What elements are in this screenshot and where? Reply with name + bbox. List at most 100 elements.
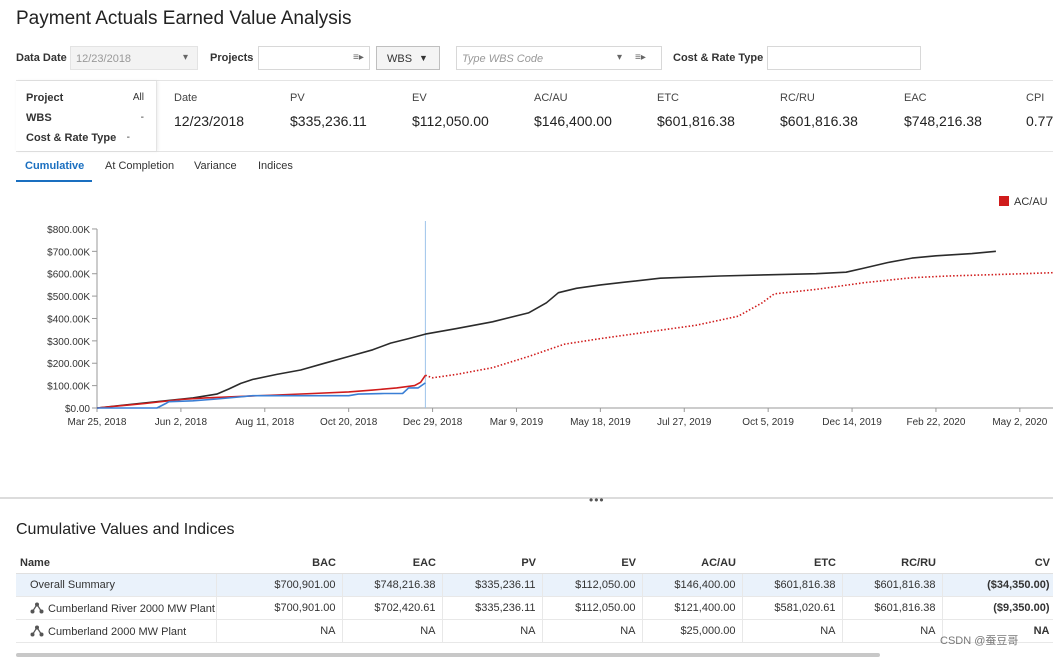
- row-name: Overall Summary: [16, 573, 217, 597]
- column-header-cv[interactable]: CV: [942, 553, 1053, 574]
- x-tick-label: May 2, 2020: [992, 417, 1047, 428]
- pane-divider[interactable]: [0, 497, 1053, 499]
- y-tick-label: $100.00K: [47, 382, 90, 393]
- row-name-cell: Cumberland River 2000 MW Plant: [16, 596, 217, 620]
- wbs-code-input[interactable]: Type WBS Code ▾ ≡▸: [456, 46, 662, 70]
- filter-picker-icon[interactable]: ≡▸: [635, 52, 646, 63]
- cell-ac: $146,400.00: [642, 573, 743, 597]
- x-tick-label: Oct 20, 2018: [320, 417, 378, 428]
- table-row[interactable]: Cumberland 2000 MW Plant NA NA NA NA $25…: [16, 619, 1053, 643]
- series-ac-forecast-line: [425, 271, 1053, 379]
- cell-cv: ($34,350.00): [942, 573, 1053, 597]
- column-header-rc[interactable]: RC/RU: [842, 553, 942, 574]
- x-tick-label: Feb 22, 2020: [906, 417, 965, 428]
- tab-at-completion[interactable]: At Completion: [105, 160, 175, 172]
- cell-ac: $25,000.00: [642, 619, 743, 643]
- cell-ev: $112,050.00: [542, 573, 643, 597]
- data-date-label: Data Date: [16, 52, 67, 64]
- series-ac-line: [96, 374, 427, 409]
- tab-variance[interactable]: Variance: [194, 160, 237, 172]
- tab-cumulative[interactable]: Cumulative: [25, 160, 85, 172]
- column-header-eac[interactable]: EAC: [342, 553, 442, 574]
- cell-cv: ($9,350.00): [942, 596, 1053, 620]
- metric-label: RC/RU: [780, 92, 815, 104]
- series-pv-line: [96, 250, 996, 409]
- data-date-field[interactable]: 12/23/2018 ▾: [70, 46, 198, 70]
- y-tick-label: $300.00K: [47, 337, 90, 348]
- resize-grip-icon[interactable]: •••: [589, 493, 605, 507]
- cell-pv: $335,236.11: [442, 573, 543, 597]
- metric-value: $146,400.00: [534, 113, 612, 129]
- values-table: Name BAC EAC PV EV AC/AU ETC RC/RU CV Ov…: [16, 553, 1053, 643]
- cell-etc: NA: [742, 619, 843, 643]
- tab-indices[interactable]: Indices: [258, 160, 293, 172]
- chevron-down-icon: ▼: [419, 53, 428, 63]
- projects-label: Projects: [210, 52, 254, 64]
- cell-eac: NA: [342, 619, 443, 643]
- summary-strip: Project All WBS - Cost & Rate Type - Dat…: [16, 80, 1053, 152]
- cell-bac: NA: [216, 619, 343, 643]
- y-tick-label: $700.00K: [47, 247, 90, 258]
- table-row[interactable]: Cumberland River 2000 MW Plant $700,901.…: [16, 596, 1053, 620]
- page-title: Payment Actuals Earned Value Analysis: [16, 8, 352, 29]
- x-tick-label: Mar 25, 2018: [68, 417, 127, 428]
- horizontal-scrollbar[interactable]: [16, 653, 880, 657]
- projects-field[interactable]: ≡▸: [258, 46, 370, 70]
- cell-cv: NA: [942, 619, 1053, 643]
- section-title: Cumulative Values and Indices: [16, 521, 235, 538]
- project-icon: [30, 602, 44, 613]
- wbs-button[interactable]: WBS ▼: [376, 46, 440, 70]
- cell-eac: $748,216.38: [342, 573, 443, 597]
- legend-label: AC/AU: [1014, 196, 1048, 208]
- row-name: Cumberland 2000 MW Plant: [48, 625, 187, 638]
- column-header-name[interactable]: Name: [16, 553, 216, 574]
- cell-rc: NA: [842, 619, 943, 643]
- project-icon: [30, 625, 44, 636]
- view-tabs: Cumulative At Completion Variance Indice…: [16, 152, 1053, 182]
- filter-bar: Data Date 12/23/2018 ▾ Projects ≡▸ WBS ▼…: [0, 44, 1053, 74]
- column-header-pv[interactable]: PV: [442, 553, 542, 574]
- context-project-value: All: [132, 92, 144, 103]
- chevron-down-icon[interactable]: ▾: [617, 52, 623, 63]
- x-tick-label: Oct 5, 2019: [742, 417, 794, 428]
- metric-value: 0.77: [1026, 113, 1053, 129]
- series-ev-line: [97, 382, 426, 409]
- x-tick-label: Mar 9, 2019: [490, 417, 544, 428]
- x-tick-label: Jun 2, 2018: [155, 417, 208, 428]
- table-header-row: Name BAC EAC PV EV AC/AU ETC RC/RU CV: [16, 553, 1053, 574]
- chart-legend[interactable]: AC/AU: [999, 196, 1048, 208]
- x-tick-label: Jul 27, 2019: [657, 417, 712, 428]
- x-tick-label: Dec 14, 2019: [822, 417, 882, 428]
- table-row[interactable]: Overall Summary $700,901.00 $748,216.38 …: [16, 573, 1053, 597]
- y-tick-label: $800.00K: [47, 225, 90, 236]
- cell-eac: $702,420.61: [342, 596, 443, 620]
- cell-ev: $112,050.00: [542, 596, 643, 620]
- filter-picker-icon[interactable]: ≡▸: [353, 52, 364, 63]
- earned-value-chart[interactable]: $0.00 $100.00K $200.00K $300.00K $400.00K $50…: [0, 215, 1053, 435]
- metric-label: PV: [290, 92, 305, 104]
- cell-bac: $700,901.00: [216, 596, 343, 620]
- cell-rc: $601,816.38: [842, 573, 943, 597]
- column-header-ev[interactable]: EV: [542, 553, 642, 574]
- cell-ac: $121,400.00: [642, 596, 743, 620]
- watermark: CSDN @蚕豆哥: [940, 635, 1019, 647]
- metric-label: EAC: [904, 92, 927, 104]
- column-header-ac[interactable]: AC/AU: [642, 553, 742, 574]
- cost-rate-field[interactable]: [767, 46, 921, 70]
- x-tick-label: Dec 29, 2018: [403, 417, 463, 428]
- chevron-down-icon: ▾: [183, 52, 189, 63]
- wbs-button-label: WBS: [387, 53, 413, 65]
- y-tick-label: $0.00: [65, 404, 90, 415]
- column-header-etc[interactable]: ETC: [742, 553, 842, 574]
- active-tab-indicator: [16, 180, 92, 182]
- y-tick-label: $400.00K: [47, 314, 90, 325]
- column-header-bac[interactable]: BAC: [216, 553, 342, 574]
- y-tick-label: $200.00K: [47, 359, 90, 370]
- metric-value: 12/23/2018: [174, 113, 245, 129]
- data-date-value: 12/23/2018: [76, 53, 132, 65]
- cost-rate-label: Cost & Rate Type: [673, 52, 764, 64]
- context-wbs-label: WBS: [26, 112, 52, 124]
- cell-etc: $581,020.61: [742, 596, 843, 620]
- metric-label: CPI: [1026, 92, 1045, 104]
- legend-swatch: [999, 196, 1009, 206]
